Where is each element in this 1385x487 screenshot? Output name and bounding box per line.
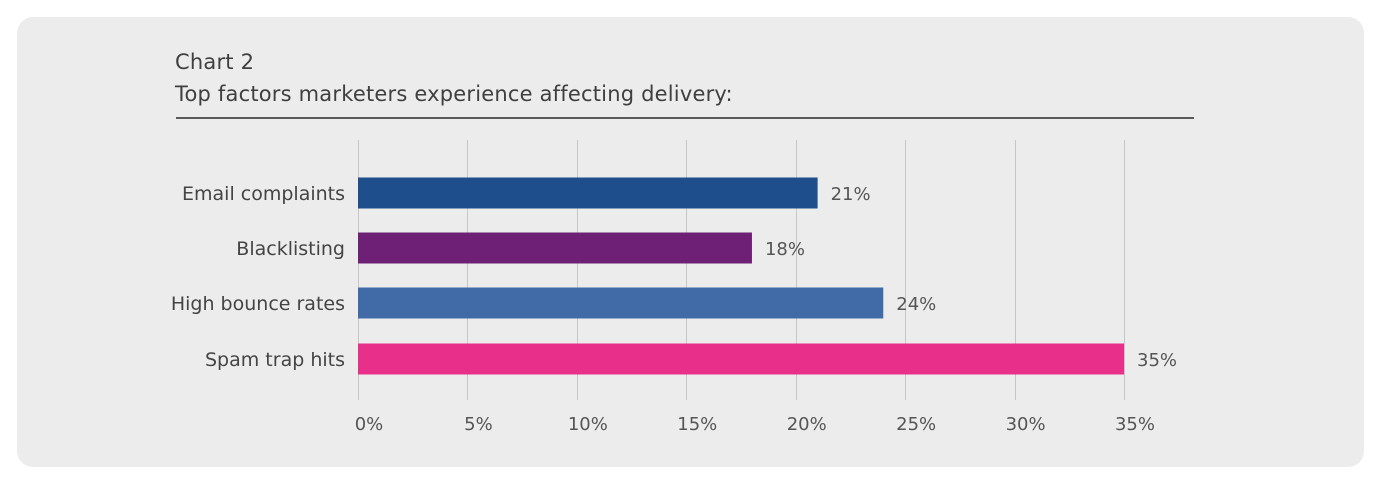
x-tick-labels: 0% 5% 10% 15% 20% 25% 30% 35% [355,414,1155,435]
chart-title: Chart 2 [175,50,255,74]
x-tick-label-20: 20% [787,414,827,435]
category-label-spam-trap-hits: Spam trap hits [205,349,345,371]
x-tick-label-25: 25% [896,414,936,435]
x-tick-label-30: 30% [1006,414,1046,435]
value-label-spam-trap-hits: 35% [1137,350,1177,371]
category-label-blacklisting: Blacklisting [236,238,345,260]
chart-subtitle: Top factors marketers experience affecti… [175,82,733,106]
x-tick-label-15: 15% [677,414,717,435]
bar-blacklisting [358,232,752,264]
x-tick-label-35: 35% [1115,414,1155,435]
x-tick-label-0: 0% [355,414,384,435]
category-labels: Email complaints Blacklisting High bounce … [171,183,345,371]
bars [358,177,1124,375]
value-labels: 21% 18% 24% 35% [765,184,1177,371]
x-tick-label-10: 10% [568,414,608,435]
value-label-high-bounce-rates: 24% [896,294,936,315]
title-divider [176,117,1194,119]
bar-email-complaints [358,177,818,209]
category-label-email-complaints: Email complaints [182,183,345,205]
bar-spam-trap-hits [358,343,1124,375]
bar-high-bounce-rates [358,287,884,319]
value-label-email-complaints: 21% [831,184,871,205]
x-tick-label-5: 5% [464,414,493,435]
value-label-blacklisting: 18% [765,239,805,260]
category-label-high-bounce-rates: High bounce rates [171,293,345,315]
